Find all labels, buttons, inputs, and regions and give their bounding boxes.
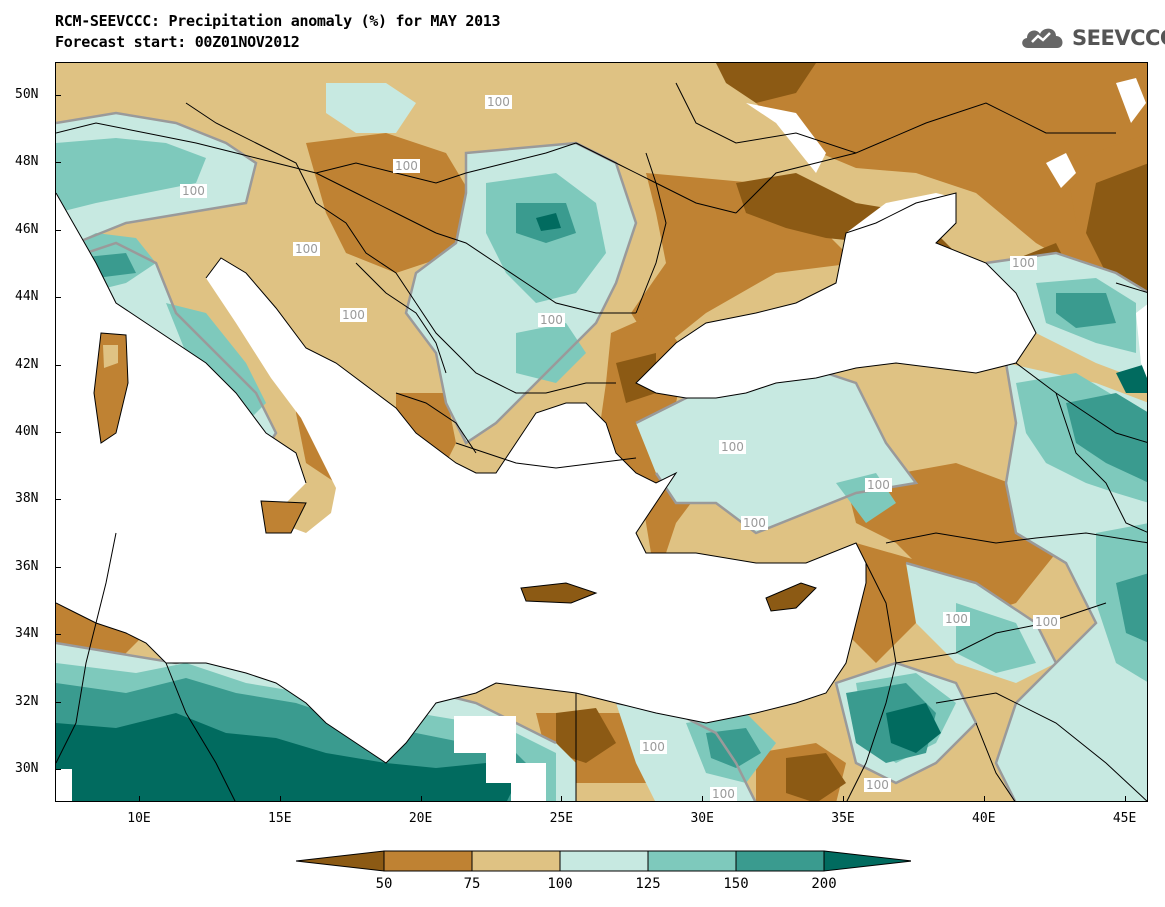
forecast-start-subtitle: Forecast start: 00Z01NOV2012 <box>55 33 300 51</box>
cloud-icon <box>1022 28 1063 48</box>
lat-tick-mark <box>55 364 61 366</box>
lat-tick-label: 42N <box>15 356 39 372</box>
contour-label: 100 <box>741 516 768 530</box>
lon-tick-label: 20E <box>408 811 433 826</box>
map-plot-area <box>55 62 1148 802</box>
lon-tick-mark <box>983 796 985 802</box>
lat-tick-mark <box>55 297 61 299</box>
lon-tick-mark <box>561 796 563 802</box>
legend-label: 100 <box>547 876 573 892</box>
lat-tick-mark <box>55 95 61 96</box>
contour-label: 100 <box>710 787 737 801</box>
lon-tick-label: 25E <box>549 811 574 826</box>
no-data-mask <box>56 78 1146 801</box>
map-title: RCM-SEEVCCC: Precipitation anomaly (%) f… <box>55 12 501 30</box>
lat-tick-label: 48N <box>15 154 39 170</box>
legend-swatch <box>471 850 561 872</box>
lat-tick-label: 32N <box>15 693 39 709</box>
lat-tick-mark <box>55 566 61 568</box>
coastlines <box>56 192 1037 764</box>
anomaly-map <box>56 63 1147 801</box>
legend-label: 150 <box>723 876 749 892</box>
lat-tick-label: 44N <box>15 289 39 305</box>
legend-label: 125 <box>635 876 661 892</box>
contour-label: 100 <box>719 440 746 454</box>
contour-label: 100 <box>865 478 892 492</box>
lon-tick-label: 40E <box>972 811 996 826</box>
lat-tick-label: 38N <box>15 491 39 507</box>
contour-label: 100 <box>293 242 320 256</box>
lat-tick-mark <box>55 162 61 164</box>
legend-label: 50 <box>375 876 393 892</box>
lon-tick-label: 35E <box>831 811 855 826</box>
contour-label: 100 <box>943 612 970 626</box>
seevccc-logo: SEEVCCC <box>1018 22 1165 54</box>
sea-mask <box>56 193 1147 763</box>
contour-label: 100 <box>340 308 367 322</box>
legend-swatch <box>383 850 473 872</box>
lon-tick-label: 10E <box>127 811 151 826</box>
legend-label: 200 <box>811 876 837 892</box>
lat-tick-mark <box>55 499 61 501</box>
lat-tick-mark <box>55 432 61 433</box>
lat-tick-mark <box>55 229 61 231</box>
lat-tick-label: 36N <box>15 558 39 574</box>
legend-label: 75 <box>463 876 481 892</box>
lon-tick-mark <box>420 796 422 802</box>
lat-tick-label: 46N <box>15 221 39 237</box>
field-above-200 <box>56 213 1147 801</box>
contour-label: 100 <box>180 184 207 198</box>
lat-tick-mark <box>55 701 61 703</box>
lon-tick-label: 45E <box>1112 811 1137 826</box>
country-borders <box>56 82 1147 801</box>
contour-label: 100 <box>640 740 667 754</box>
contour-label: 100 <box>864 778 891 792</box>
legend-swatch <box>559 850 649 872</box>
lon-tick-mark <box>279 796 281 802</box>
legend-swatch <box>647 850 737 872</box>
lat-tick-label: 30N <box>15 761 39 776</box>
contour-label: 100 <box>485 95 512 109</box>
lat-tick-label: 50N <box>15 87 39 102</box>
lon-tick-label: 30E <box>690 811 714 826</box>
lon-tick-mark <box>1124 796 1126 802</box>
lon-tick-label: 15E <box>268 811 292 826</box>
contour-label: 100 <box>538 313 565 327</box>
contour-label: 100 <box>393 159 420 173</box>
contour-label: 100 <box>1010 256 1037 270</box>
lon-tick-mark <box>139 796 140 802</box>
lon-tick-mark <box>702 796 704 802</box>
lon-tick-mark <box>843 796 844 802</box>
legend-swatch-below-50 <box>296 850 385 872</box>
contour-label: 100 <box>1033 615 1060 629</box>
legend-swatch-above-200 <box>823 850 911 872</box>
lat-tick-mark <box>55 769 61 770</box>
legend-swatch <box>735 850 825 872</box>
lat-tick-mark <box>55 634 61 636</box>
color-legend <box>296 850 911 872</box>
lat-tick-label: 40N <box>15 424 39 439</box>
logo-text: SEEVCCC <box>1072 26 1165 50</box>
lat-tick-label: 34N <box>15 626 39 642</box>
